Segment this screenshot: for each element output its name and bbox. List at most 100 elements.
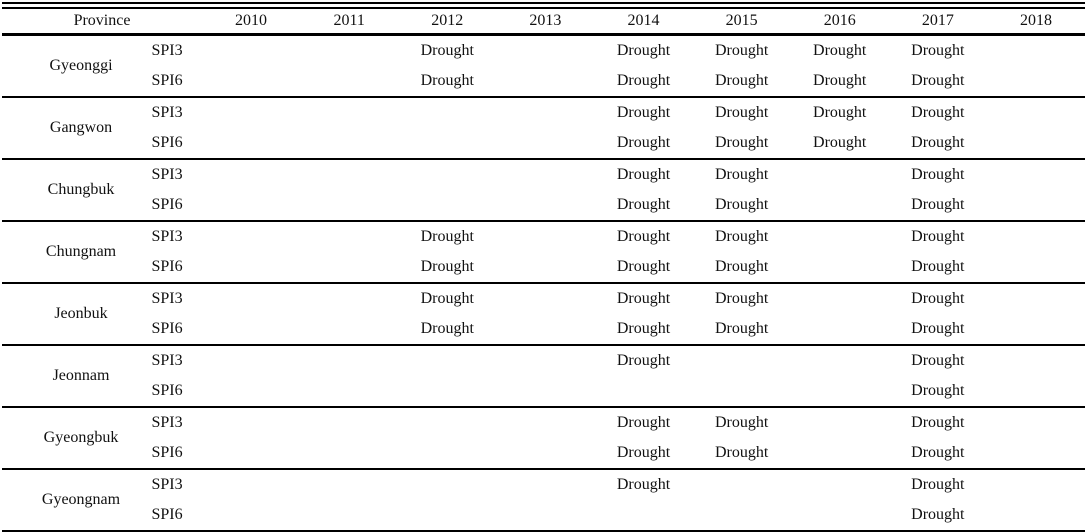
empty-year-cell: [986, 158, 1085, 190]
spi-label-cell: SPI3: [132, 96, 202, 128]
empty-year-cell: [398, 96, 497, 128]
drought-cell: Drought: [888, 220, 987, 252]
table-row: Gyeonggi SPI3 Drought Drought Drought Drought…: [2, 33, 1085, 97]
empty-year-cell: [300, 406, 399, 438]
drought-cell: Drought: [911, 134, 965, 151]
empty-year-cell: [987, 66, 1085, 97]
empty-year-cell: [790, 344, 889, 376]
empty-year-cell: [986, 406, 1085, 438]
spi-label-cell: SPI6: [151, 72, 183, 89]
year-column-header: 2015: [692, 5, 791, 36]
empty-year-cell: [790, 406, 889, 438]
province-cell: Gangwon: [2, 96, 132, 159]
drought-cell: Drought: [888, 96, 987, 128]
table-header: Province 2010 2011 2012 2013 2014 2015 2016 201…: [2, 5, 1085, 36]
spi-label-cell: SPI6: [151, 134, 183, 151]
empty-year-cell: [791, 190, 889, 221]
empty-year-cell: [790, 220, 889, 252]
drought-cell: Drought: [398, 282, 497, 314]
empty-year-cell: [496, 314, 594, 345]
empty-year-cell: [496, 282, 595, 314]
drought-cell: Drought: [911, 72, 965, 89]
drought-cell: Drought: [888, 33, 987, 66]
empty-year-cell: [300, 376, 398, 407]
empty-year-cell: [300, 66, 398, 97]
table-body: Gyeonggi SPI3 Drought Drought Drought Drought…: [2, 33, 1085, 532]
table-row: SPI6 Drought Drought Drought Drought: [2, 314, 1085, 345]
empty-year-cell: [987, 314, 1085, 345]
empty-year-cell: [693, 376, 791, 407]
empty-year-cell: [496, 158, 595, 190]
province-cell: Jeonbuk: [2, 282, 132, 345]
empty-year-cell: [398, 158, 497, 190]
table-row: SPI6 Drought Drought Drought Drought: [2, 128, 1085, 159]
empty-year-cell: [300, 33, 399, 66]
table-row: Jeonnam SPI3 Drought Drought: [2, 344, 1085, 407]
empty-year-cell: [202, 66, 300, 97]
drought-cell: Drought: [692, 96, 791, 128]
drought-cell: Drought: [714, 320, 769, 337]
empty-year-cell: [202, 252, 300, 283]
empty-year-cell: [496, 252, 594, 283]
empty-year-cell: [594, 500, 692, 532]
drought-cell: Drought: [692, 220, 791, 252]
empty-year-cell: [987, 500, 1085, 532]
empty-year-cell: [496, 406, 595, 438]
empty-year-cell: [202, 158, 301, 190]
empty-year-cell: [300, 190, 398, 221]
empty-year-cell: [300, 344, 399, 376]
spi-label-cell: SPI3: [132, 468, 202, 500]
empty-year-cell: [496, 190, 594, 221]
drought-cell: Drought: [911, 382, 965, 399]
drought-cell: Drought: [594, 344, 693, 376]
drought-cell: Drought: [594, 406, 693, 438]
drought-cell: Drought: [616, 134, 671, 151]
empty-year-cell: [202, 96, 301, 128]
empty-year-cell: [496, 66, 594, 97]
year-column-header: 2017: [888, 5, 987, 36]
table-row: SPI6 Drought: [2, 500, 1085, 532]
empty-year-cell: [791, 314, 889, 345]
empty-year-cell: [987, 252, 1085, 283]
drought-cell: Drought: [420, 258, 474, 275]
empty-year-cell: [496, 376, 594, 407]
table-row: SPI6 Drought Drought Drought: [2, 438, 1085, 469]
drought-cell: Drought: [790, 33, 889, 66]
spi-label-cell: SPI3: [132, 33, 202, 66]
table-row: Gangwon SPI3 Drought Drought Drought Drought: [2, 96, 1085, 159]
drought-cell: Drought: [420, 320, 474, 337]
spi-label-cell: SPI6: [151, 444, 183, 461]
province-column-header: Province: [2, 5, 202, 36]
table-row: SPI6 Drought Drought Drought Drought: [2, 252, 1085, 283]
drought-cell: Drought: [692, 406, 791, 438]
empty-year-cell: [496, 500, 594, 532]
drought-cell: Drought: [594, 468, 693, 500]
drought-cell: Drought: [594, 158, 693, 190]
empty-year-cell: [790, 158, 889, 190]
empty-year-cell: [202, 438, 300, 469]
empty-year-cell: [791, 252, 889, 283]
drought-cell: Drought: [594, 96, 693, 128]
drought-cell: Drought: [692, 158, 791, 190]
empty-year-cell: [398, 406, 497, 438]
drought-cell: Drought: [888, 468, 987, 500]
empty-year-cell: [202, 468, 301, 500]
spi-label-cell: SPI6: [151, 320, 183, 337]
empty-year-cell: [496, 468, 595, 500]
drought-cell: Drought: [888, 406, 987, 438]
empty-year-cell: [986, 282, 1085, 314]
empty-year-cell: [496, 128, 594, 159]
empty-year-cell: [300, 468, 399, 500]
empty-year-cell: [986, 468, 1085, 500]
drought-cell: Drought: [398, 220, 497, 252]
empty-year-cell: [986, 344, 1085, 376]
year-column-header: 2018: [986, 5, 1085, 36]
empty-year-cell: [692, 468, 791, 500]
drought-cell: Drought: [888, 158, 987, 190]
drought-cell: Drought: [398, 33, 497, 66]
drought-cell: Drought: [714, 258, 769, 275]
empty-year-cell: [300, 438, 398, 469]
empty-year-cell: [202, 128, 300, 159]
header-row: Province 2010 2011 2012 2013 2014 2015 2016 201…: [2, 5, 1085, 36]
